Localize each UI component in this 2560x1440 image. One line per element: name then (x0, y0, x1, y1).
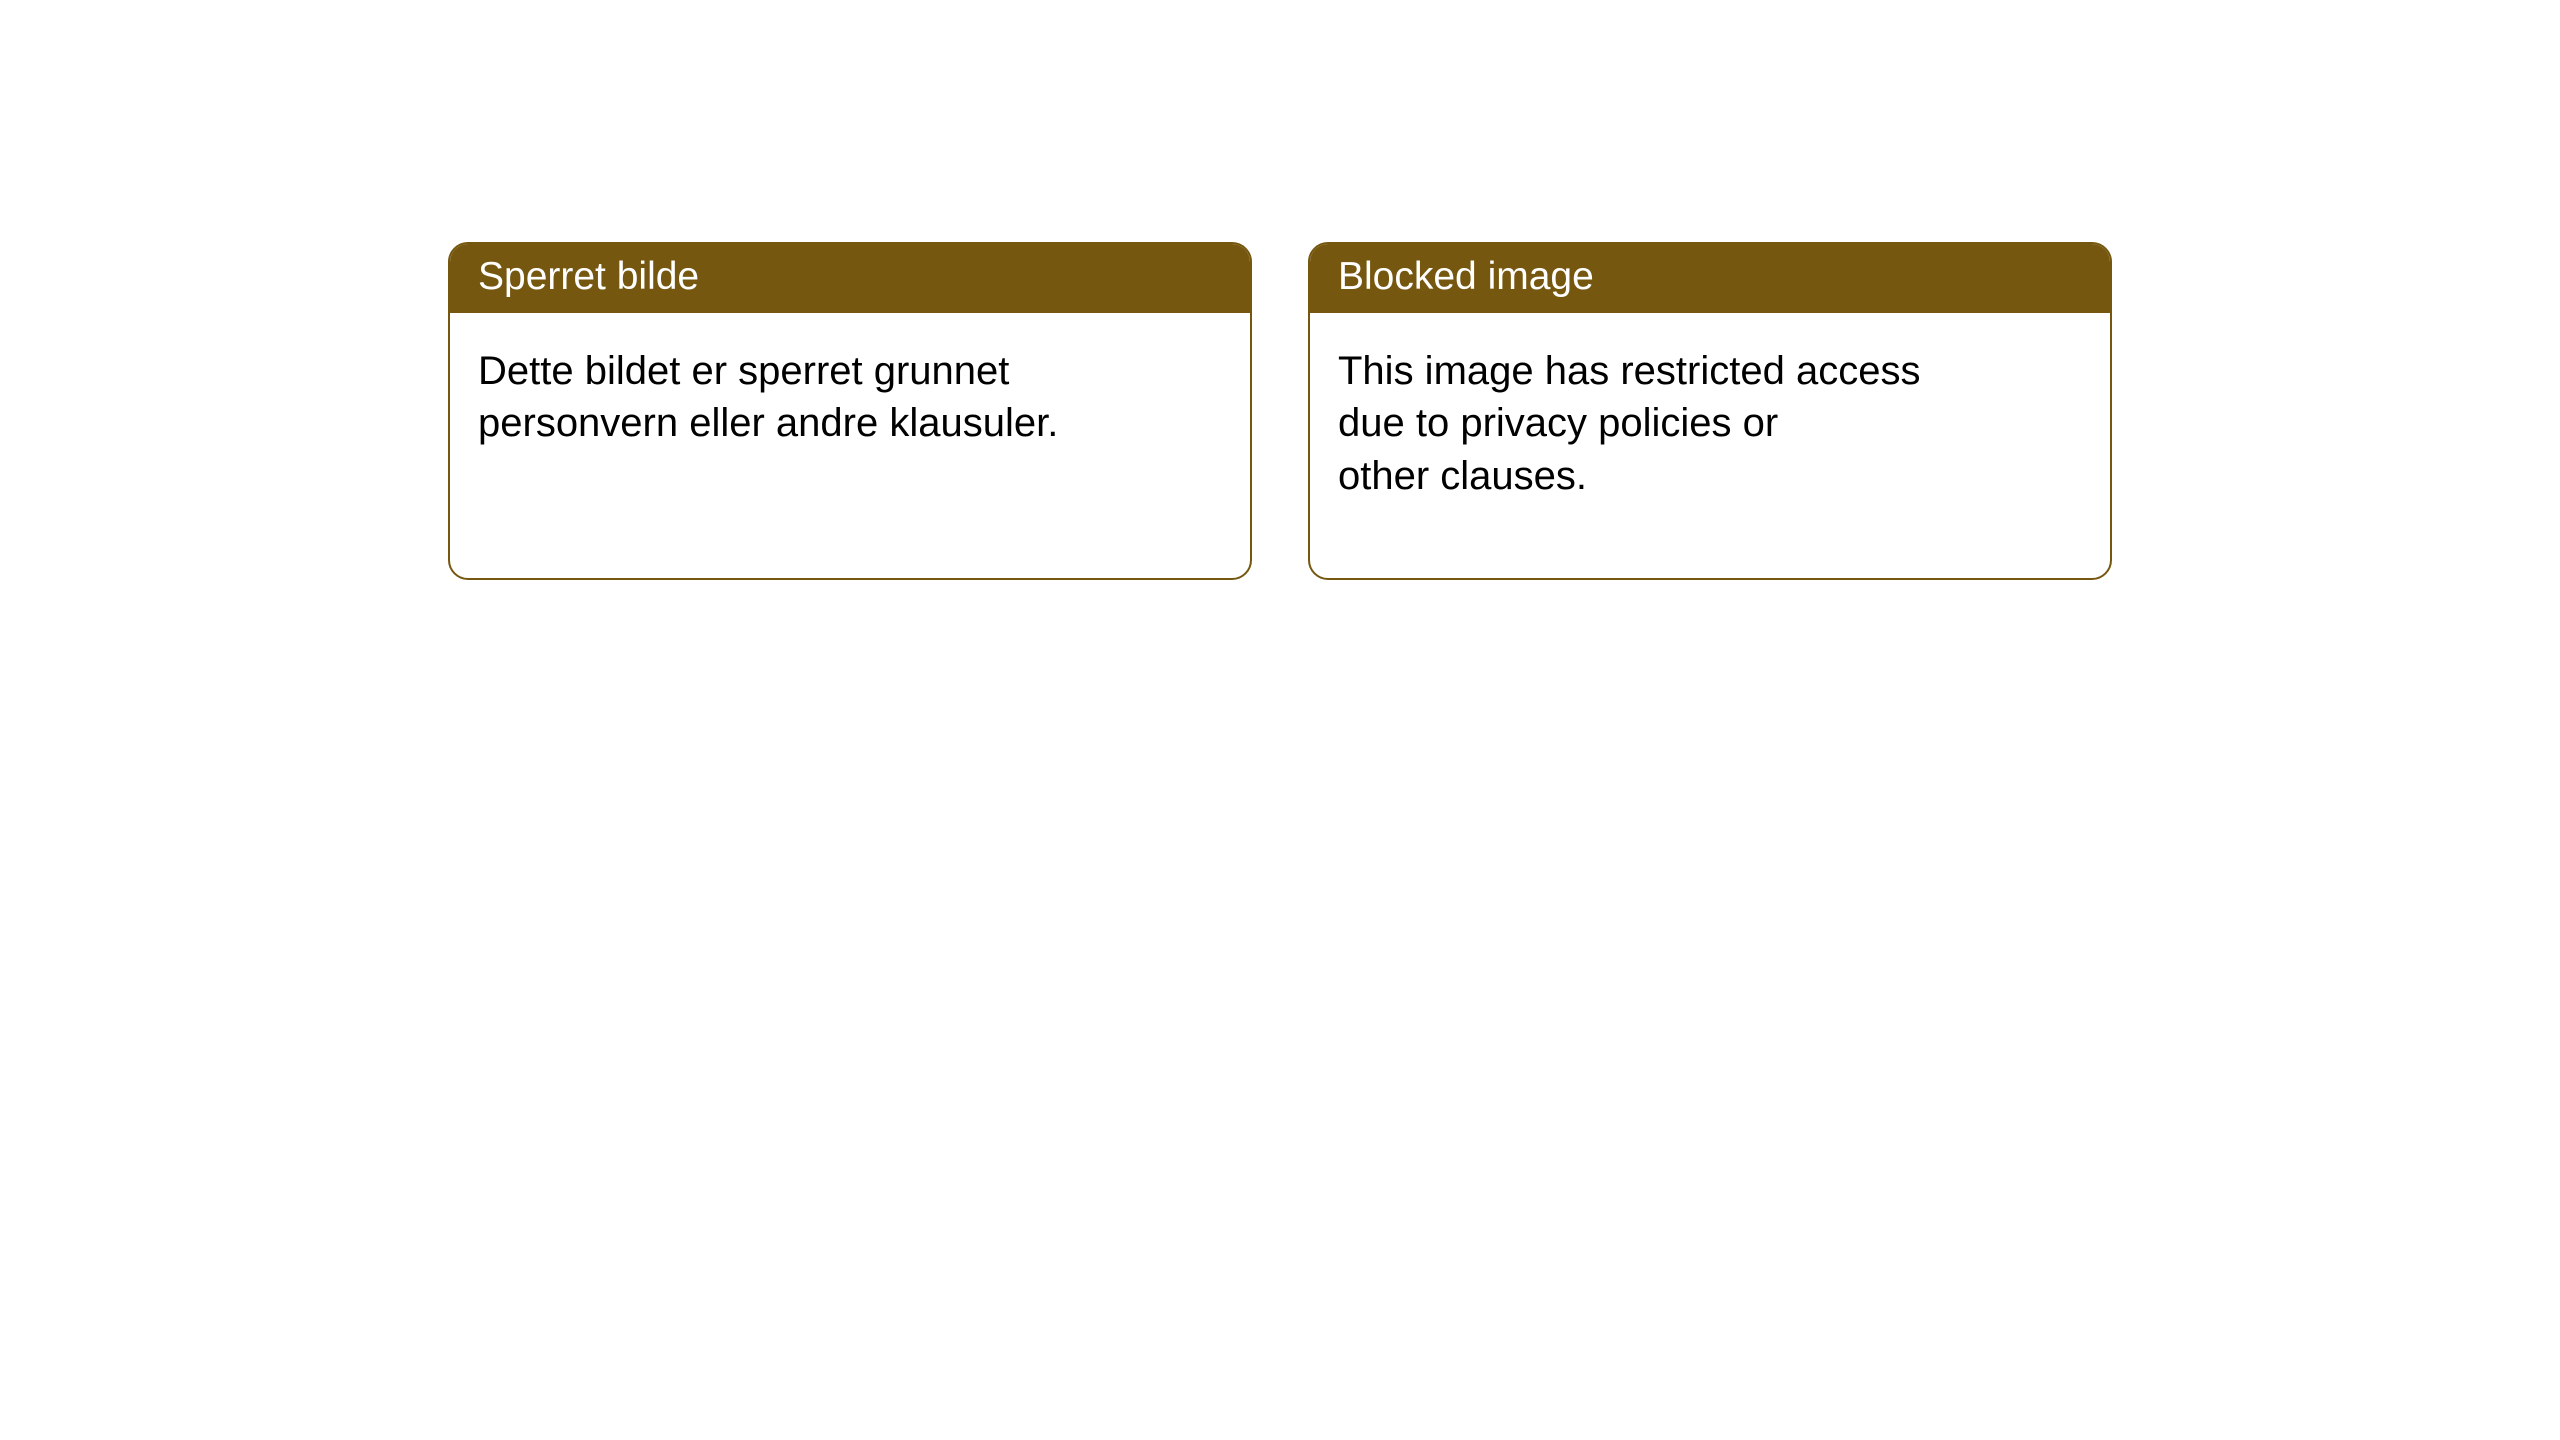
card-body: This image has restricted access due to … (1310, 313, 2110, 535)
notice-cards-container: Sperret bilde Dette bildet er sperret gr… (0, 0, 2560, 580)
blocked-image-card-en: Blocked image This image has restricted … (1308, 242, 2112, 580)
blocked-image-card-no: Sperret bilde Dette bildet er sperret gr… (448, 242, 1252, 580)
card-body: Dette bildet er sperret grunnet personve… (450, 313, 1250, 483)
card-header: Sperret bilde (450, 244, 1250, 313)
card-header: Blocked image (1310, 244, 2110, 313)
